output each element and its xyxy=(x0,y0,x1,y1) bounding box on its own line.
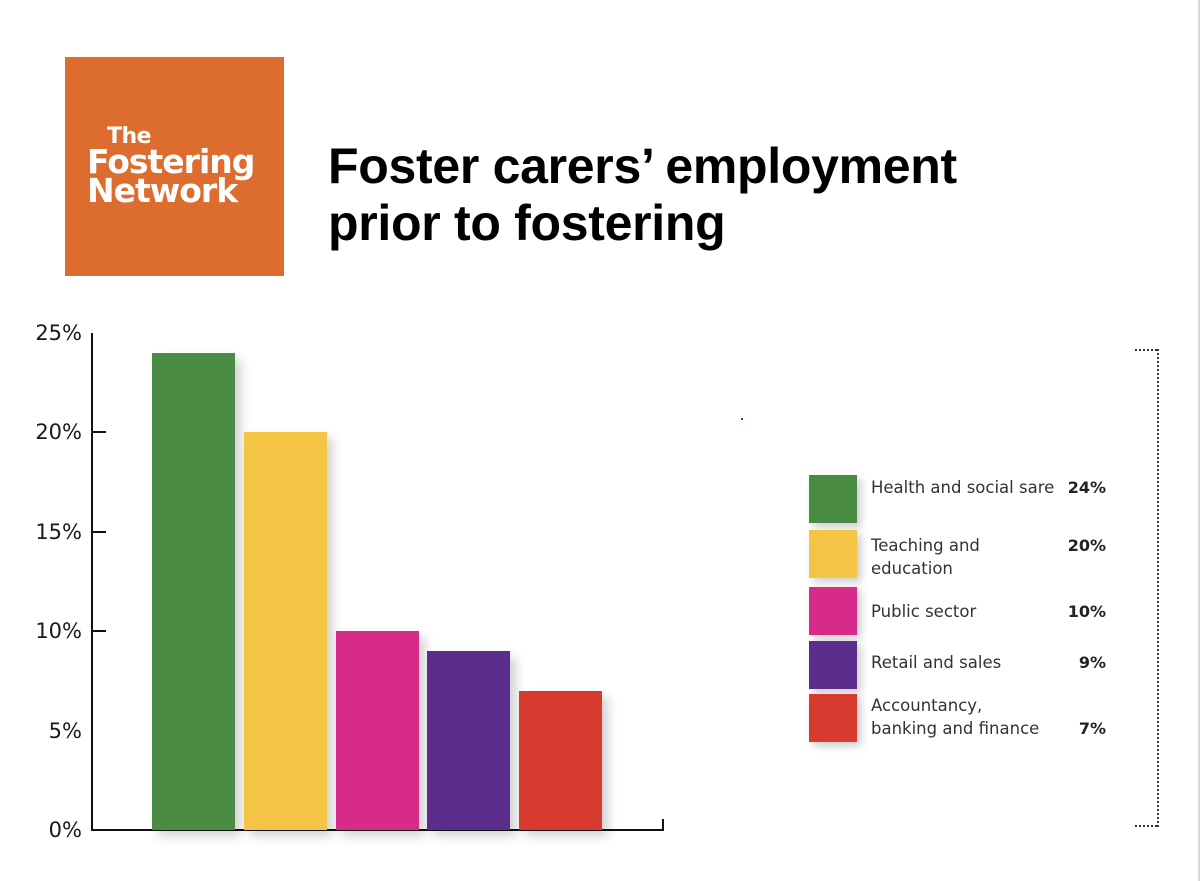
legend-label: Accountancy, banking and finance xyxy=(871,694,1066,740)
fostering-network-logo: The Fostering Network xyxy=(65,57,284,276)
y-tick-label: 25% xyxy=(35,321,82,345)
chart-title: Foster carers’ employment prior to foste… xyxy=(328,138,1168,252)
legend-label: Retail and sales xyxy=(871,653,1002,672)
legend-label: Health and social sare xyxy=(871,478,1055,497)
bar-retail-and-sales xyxy=(427,651,510,830)
legend-value: 9% xyxy=(1078,653,1106,672)
legend-swatch xyxy=(809,694,857,742)
y-tick-mark xyxy=(93,530,106,533)
y-tick-label: 5% xyxy=(48,718,82,743)
legend-value: 7% xyxy=(1078,719,1106,738)
y-tick-label: 15% xyxy=(35,519,82,544)
legend-value: 20% xyxy=(1067,536,1106,555)
chart-title-line-1: Foster carers’ employment xyxy=(328,138,957,194)
y-tick-label: 10% xyxy=(35,619,82,644)
bar-health-and-social-sare xyxy=(152,352,235,830)
y-tick-label: 0% xyxy=(48,818,82,842)
legend-label-line-1: Accountancy, xyxy=(871,696,983,715)
bar-public-sector xyxy=(336,631,419,830)
logo-line-the: The xyxy=(107,123,152,149)
legend-swatch xyxy=(809,530,857,578)
bracket-right xyxy=(1157,349,1159,827)
bar-teaching-and-education xyxy=(244,432,327,830)
y-axis xyxy=(91,333,93,831)
x-axis xyxy=(91,829,664,831)
legend-label: Teaching and education xyxy=(871,536,980,578)
bar-accountancy-banking-and-finance xyxy=(519,690,602,830)
y-tick-mark xyxy=(93,630,106,633)
y-tick-mark xyxy=(93,431,106,434)
legend-swatch xyxy=(809,475,857,523)
logo-line-network: Network xyxy=(87,171,238,211)
legend-label-line-2: banking and finance xyxy=(871,719,1040,738)
page-edge xyxy=(1198,0,1200,881)
logo-line-fostering: Fostering xyxy=(87,141,255,181)
y-tick-label: 20% xyxy=(35,420,82,445)
legend-swatch xyxy=(809,641,857,689)
x-axis-end-tick xyxy=(662,819,664,831)
bracket-bottom xyxy=(1135,825,1157,827)
legend-swatch xyxy=(809,587,857,635)
bracket-top xyxy=(1135,349,1157,351)
chart-title-line-2: prior to fostering xyxy=(328,195,726,251)
stray-dot xyxy=(741,418,743,420)
legend-value: 24% xyxy=(1067,478,1106,497)
legend-label: Public sector xyxy=(871,602,977,621)
legend-value: 10% xyxy=(1067,602,1106,621)
